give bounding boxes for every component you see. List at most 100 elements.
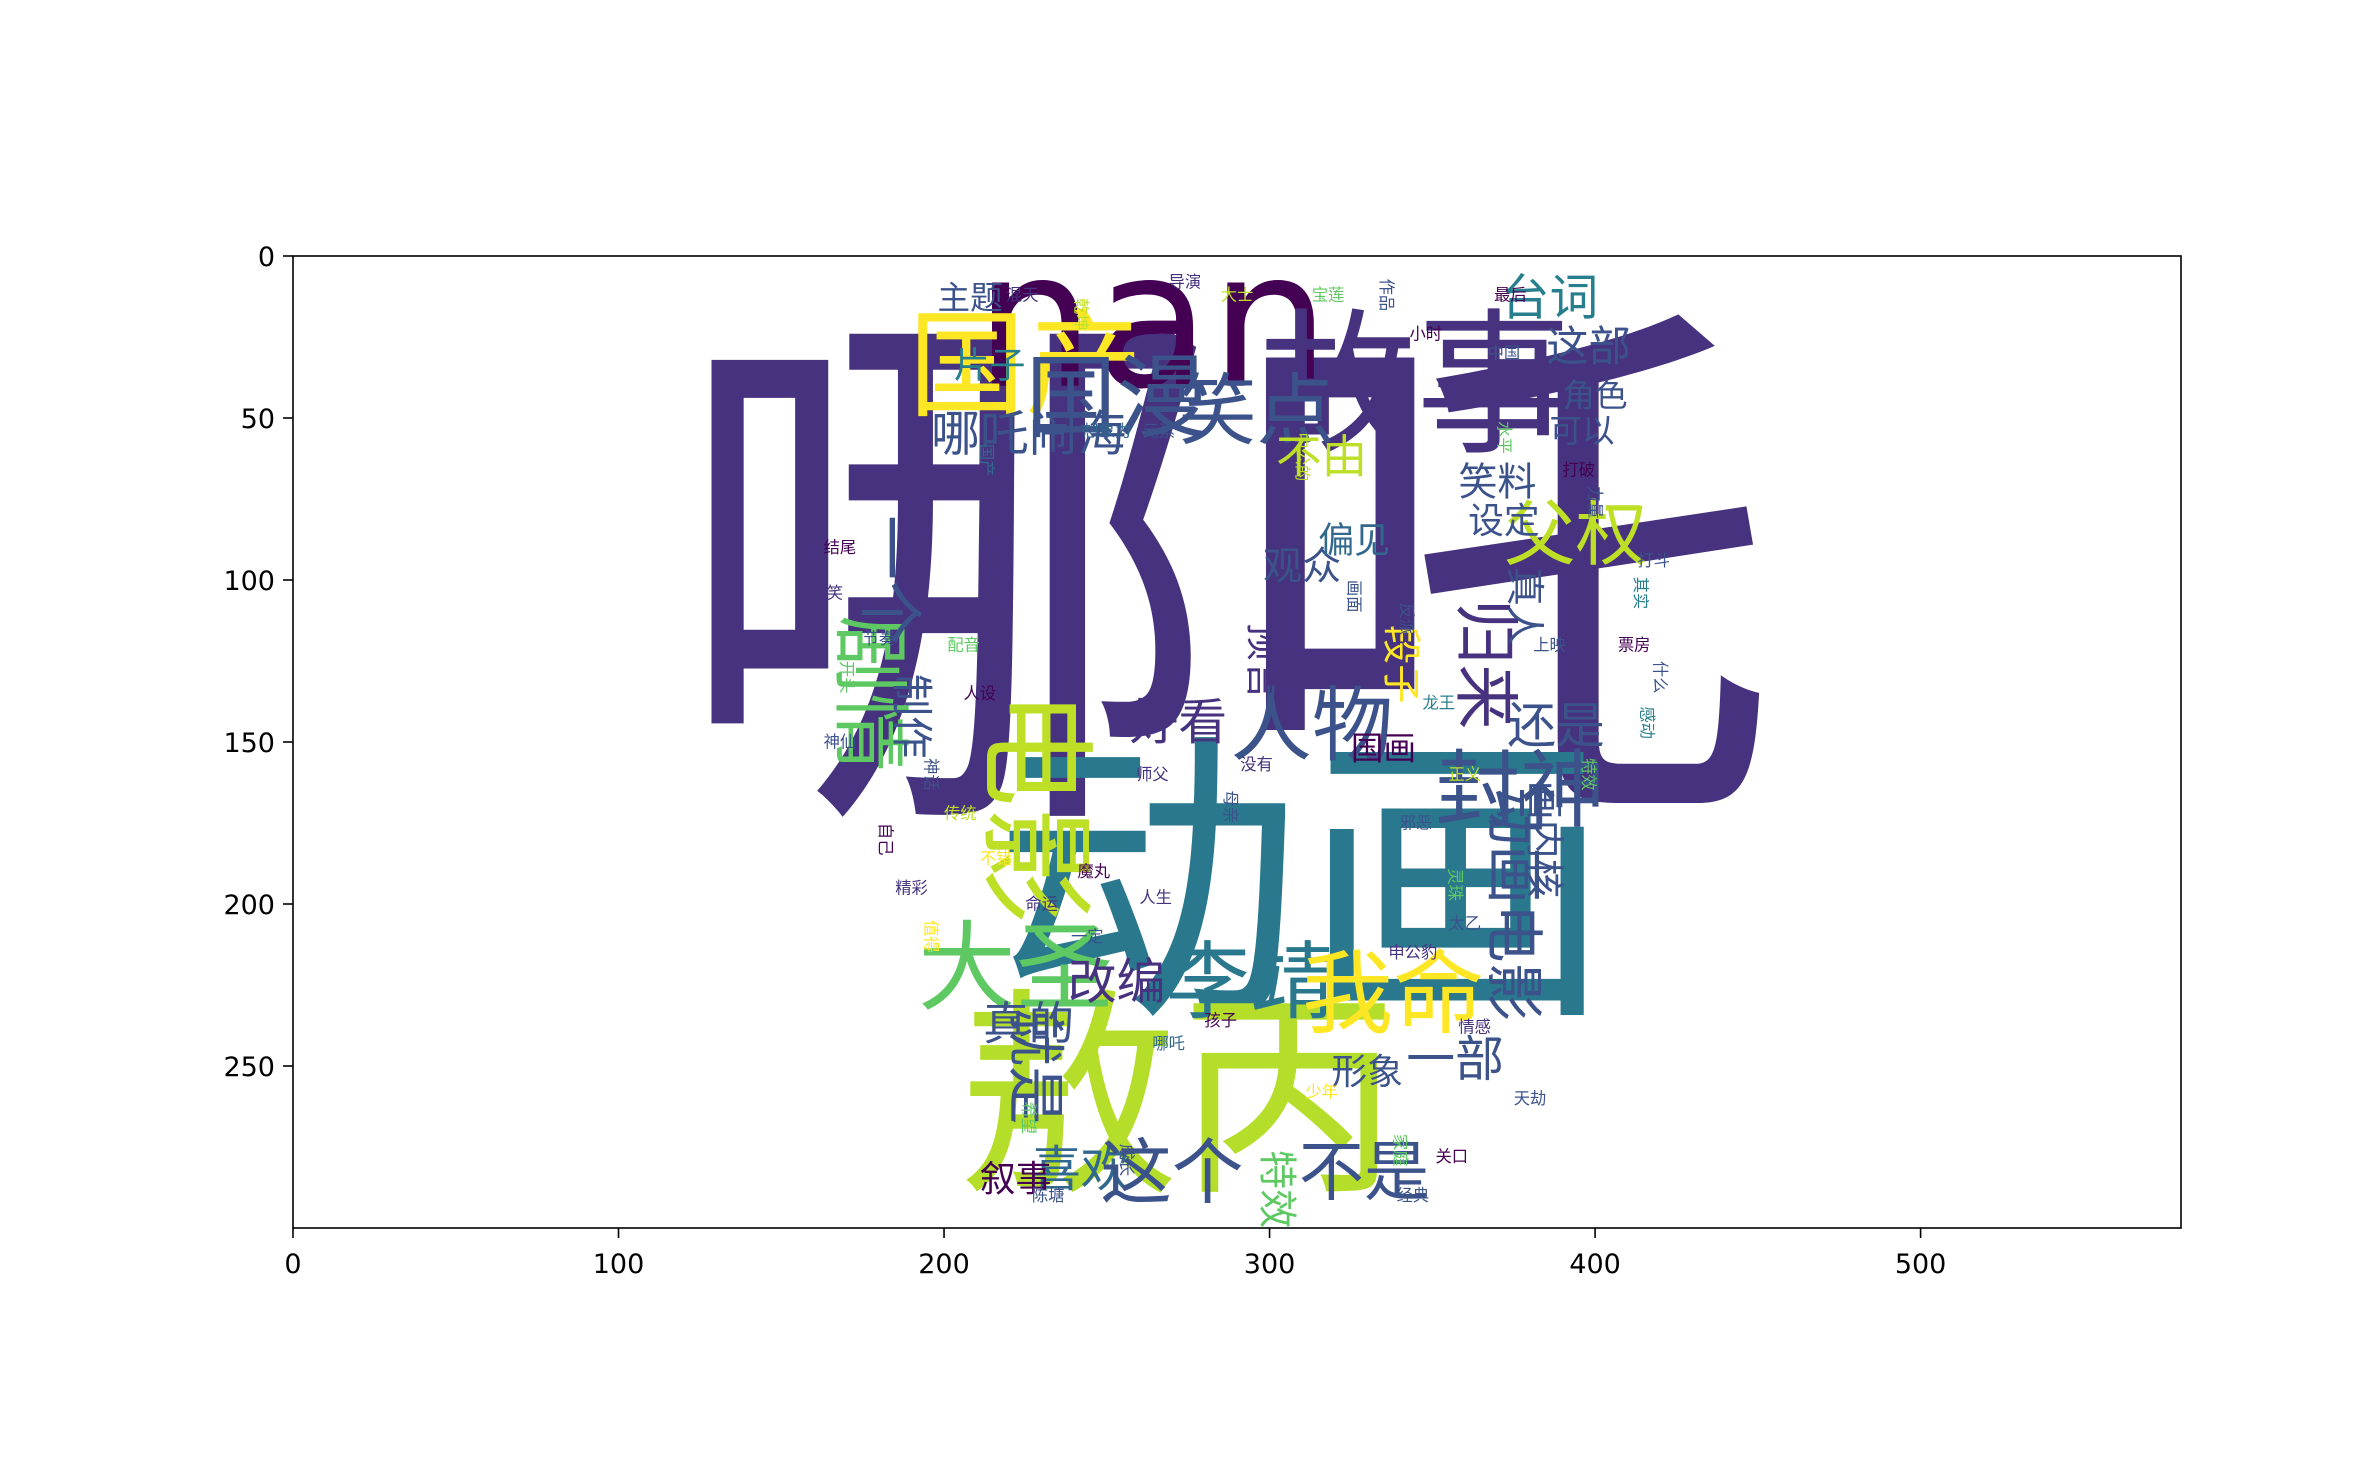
y-tick-label: 250 xyxy=(223,1052,275,1083)
cloud-word-vertical: 段子 xyxy=(1377,625,1422,703)
cloud-word-small: 节奏 xyxy=(863,629,896,648)
cloud-word-small: 上映 xyxy=(1533,635,1566,654)
cloud-word-vertical: 动画电影 xyxy=(1480,787,1548,1021)
cloud-word: 大圣 xyxy=(918,912,1113,1026)
cloud-word-small: 没有 xyxy=(1240,755,1273,774)
cloud-word-small: 家庭 xyxy=(1390,1134,1409,1167)
cloud-word: 真的 xyxy=(983,997,1074,1050)
cloud-word-small: 天劫 xyxy=(1514,1089,1547,1108)
cloud-word-small: 想象力 xyxy=(1082,422,1131,441)
cloud-word: 形象 xyxy=(1331,1052,1403,1093)
cloud-word-small: 配音 xyxy=(947,635,980,654)
y-tick-label: 150 xyxy=(223,728,275,759)
cloud-word-vertical: 画内核 xyxy=(1521,781,1566,898)
cloud-word-small: 申公豹 xyxy=(1388,943,1437,962)
cloud-word: 片子 xyxy=(954,346,1026,387)
x-tick-label: 400 xyxy=(1569,1249,1621,1280)
x-tick-label: 200 xyxy=(918,1249,970,1280)
cloud-word-small: 力量 xyxy=(1586,486,1605,519)
cloud-word-small: 什么 xyxy=(1651,661,1670,694)
cloud-word: 观众 xyxy=(1263,545,1341,590)
cloud-word-small: 自己 xyxy=(876,823,895,856)
cloud-word: 哪吒 xyxy=(671,258,1778,903)
axes-background xyxy=(293,256,2181,1228)
cloud-word-vertical: 一个 xyxy=(851,515,926,645)
cloud-word-small: 情感 xyxy=(1458,1018,1491,1037)
cloud-word-small: 龙王 xyxy=(1423,694,1456,713)
y-tick-label: 100 xyxy=(223,566,275,597)
y-tick-label: 0 xyxy=(258,242,275,273)
cloud-word-vertical: 真人 xyxy=(1501,567,1546,645)
cloud-word: 国漫 xyxy=(1025,346,1207,452)
cloud-word-small: 值得 xyxy=(922,920,941,953)
cloud-word: 喜欢 xyxy=(1032,1141,1130,1198)
cloud-word-vertical: 就是 xyxy=(1001,1007,1069,1124)
y-tick-label: 200 xyxy=(223,890,275,921)
cloud-word-vertical: 归来 xyxy=(1447,599,1522,729)
cloud-word-small: 经典 xyxy=(1397,1186,1430,1205)
cloud-word-small: 传统 xyxy=(944,804,977,823)
cloud-word-small: 开头 xyxy=(837,661,856,694)
cloud-word-small: 世界 xyxy=(1442,551,1475,570)
cloud-word-small: 神仙 xyxy=(824,733,857,752)
cloud-word-small: 精彩 xyxy=(895,878,928,897)
cloud-word-small: 中国 xyxy=(1488,344,1521,363)
image-axes: 哪吒动画敖丙 nan故事国产国漫笑点哪吒闹海 台词这部不由父权人物好看封神还是大圣李… xyxy=(292,211,2182,1229)
cloud-word-vertical: 电影 xyxy=(967,690,1104,924)
cloud-word-small: 一定 xyxy=(1071,927,1104,946)
cloud-word-small: 魔丸 xyxy=(1078,862,1111,881)
cloud-word-vertical: 特效 xyxy=(1254,1150,1299,1228)
cloud-word-small: 少年 xyxy=(1305,1082,1338,1101)
cloud-word-small: 灵珠 xyxy=(1446,868,1465,901)
cloud-word: 可以 xyxy=(1549,412,1614,450)
cloud-word-small: 感动 xyxy=(1638,706,1657,739)
cloud-word-small: 反派 xyxy=(1397,603,1416,636)
cloud-word-small: 其实 xyxy=(1631,577,1650,610)
cloud-word: 角色 xyxy=(1562,376,1627,414)
cloud-word-small: 太乙 xyxy=(1449,914,1482,933)
cloud-word-small: 师父 xyxy=(1136,765,1169,784)
cloud-word-small: 最后 xyxy=(1494,285,1527,304)
cloud-word: 父权 xyxy=(1504,493,1647,576)
x-tick-label: 500 xyxy=(1895,1249,1947,1280)
cloud-word-small: 搞笑 xyxy=(811,584,844,603)
cloud-word-small: 打破 xyxy=(1563,460,1596,479)
cloud-word: 还是 xyxy=(1507,697,1605,754)
cloud-word: 台词 xyxy=(1501,270,1599,327)
cloud-word: 我命 xyxy=(1302,942,1484,1048)
cloud-word: 偏见 xyxy=(1318,521,1390,562)
cloud-word-vertical: 预言 xyxy=(1241,622,1286,700)
x-tick-label: 100 xyxy=(593,1249,645,1280)
cloud-word-small: 人生 xyxy=(1139,888,1172,907)
cloud-word-small: 结尾 xyxy=(824,538,857,557)
cloud-word: 一部 xyxy=(1406,1031,1504,1088)
y-tick-label: 50 xyxy=(241,404,275,435)
cloud-word-small: 元素 xyxy=(1143,422,1176,441)
cloud-word-small: 水平 xyxy=(1494,421,1513,454)
cloud-word: 叙事 xyxy=(980,1159,1052,1200)
cloud-word: 人物 xyxy=(1230,678,1393,773)
cloud-word: 李靖 xyxy=(1165,932,1334,1031)
cloud-word-small: 希望 xyxy=(1019,1102,1038,1135)
cloud-word-small: 命运 xyxy=(1025,895,1058,914)
cloud-word: nan xyxy=(975,211,1330,431)
cloud-word-small: 国产 xyxy=(977,444,996,477)
cloud-word: 笑点 xyxy=(1178,367,1334,457)
cloud-word: 这部 xyxy=(1546,322,1631,371)
cloud-word: 改编 xyxy=(1068,953,1166,1010)
cloud-word-small: 导演 xyxy=(1169,272,1202,291)
cloud-word-small: 特效 xyxy=(1579,758,1598,791)
cloud-word: 动画 xyxy=(993,705,1611,1065)
cloud-word: 主题 xyxy=(937,279,1002,317)
cloud-word: 设定 xyxy=(1468,501,1540,542)
cloud-word: 国画 xyxy=(1351,729,1416,767)
cloud-word-small: 不错 xyxy=(980,849,1013,868)
cloud-word-small: 邪恶 xyxy=(1400,814,1433,833)
cloud-word-small: 哪吒 xyxy=(1152,1034,1185,1053)
cloud-word-small: 正义 xyxy=(1449,765,1482,784)
cloud-word-small: 混天 xyxy=(1006,285,1039,304)
cloud-word: 敖丙 xyxy=(957,969,1400,1227)
cloud-word-small: 作品 xyxy=(1377,279,1396,312)
x-tick-label: 300 xyxy=(1244,1249,1296,1280)
